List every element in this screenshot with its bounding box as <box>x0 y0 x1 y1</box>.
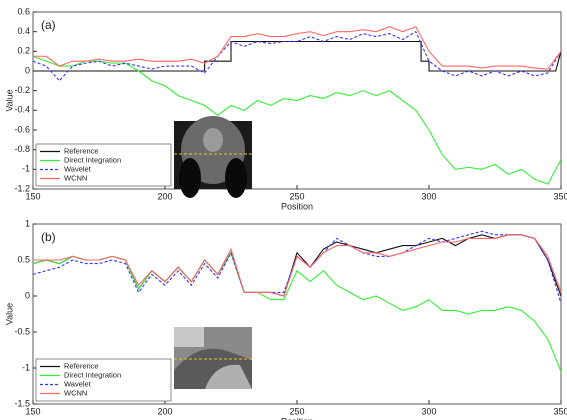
legend-label: Wavelet <box>64 379 92 388</box>
panel-label: (b) <box>41 230 56 244</box>
y-tick-label: -0.4 <box>14 105 30 115</box>
y-tick-label: -0.2 <box>14 85 30 95</box>
y-tick-label: 0.2 <box>17 46 30 56</box>
y-axis-label: Value <box>4 89 14 111</box>
legend-box <box>35 143 172 187</box>
series-line <box>33 234 562 297</box>
series-line <box>33 40 562 72</box>
x-axis-label: Position <box>281 201 313 211</box>
legend-label: Reference <box>64 146 99 155</box>
y-axis-label: Value <box>4 303 14 325</box>
legend-label: Direct Integration <box>64 155 121 164</box>
x-tick-label: 150 <box>25 406 40 416</box>
y-tick-label: 0 <box>25 65 30 75</box>
y-tick-label: 0 <box>25 290 30 300</box>
legend-label: Wavelet <box>64 164 92 173</box>
x-tick-label: 350 <box>553 191 567 201</box>
legend-label: Reference <box>64 361 99 370</box>
y-tick-label: -0.5 <box>14 326 30 336</box>
y-tick-label: -0.6 <box>14 124 30 134</box>
y-tick-label: 0.5 <box>17 254 30 264</box>
series-line <box>33 26 562 70</box>
legend-box <box>35 358 172 402</box>
y-tick-label: -1 <box>22 164 30 174</box>
series-line <box>32 30 562 82</box>
x-tick-label: 200 <box>157 191 172 201</box>
y-tick-label: -1.5 <box>14 398 30 408</box>
legend-label: Direct Integration <box>64 370 121 379</box>
y-tick-label: -1.2 <box>14 183 30 193</box>
y-tick-label: 0.4 <box>17 26 30 36</box>
legend-label: WCNN <box>64 173 87 182</box>
y-tick-label: -0.8 <box>14 144 30 154</box>
x-tick-label: 350 <box>553 406 567 416</box>
series-line <box>32 55 562 185</box>
x-tick-label: 200 <box>157 406 172 416</box>
legend-label: WCNN <box>64 388 87 397</box>
x-tick-label: 300 <box>421 191 436 201</box>
y-tick-label: 0.6 <box>17 6 30 16</box>
x-tick-label: 150 <box>25 191 40 201</box>
x-tick-label: 300 <box>421 406 436 416</box>
series-line <box>32 230 562 304</box>
y-tick-label: -1 <box>22 362 30 372</box>
inset-phantom <box>174 116 252 198</box>
x-axis-label: Position <box>281 416 313 420</box>
y-tick-label: 1 <box>25 218 30 228</box>
x-tick-label: 250 <box>289 406 304 416</box>
inset-photo <box>174 327 252 389</box>
x-tick-label: 250 <box>289 191 304 201</box>
panel-label: (a) <box>41 18 56 32</box>
